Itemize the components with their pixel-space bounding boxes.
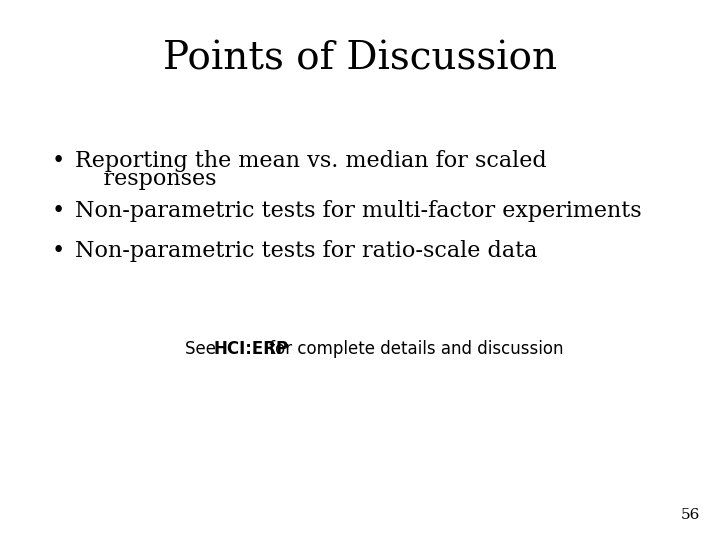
Text: See: See [185,340,221,358]
Text: Non-parametric tests for ratio-scale data: Non-parametric tests for ratio-scale dat… [75,240,537,262]
Text: Points of Discussion: Points of Discussion [163,40,557,77]
Text: •: • [51,150,65,172]
Text: 56: 56 [680,508,700,522]
Text: •: • [51,240,65,262]
Text: Reporting the mean vs. median for scaled: Reporting the mean vs. median for scaled [75,150,546,172]
Text: Non-parametric tests for multi-factor experiments: Non-parametric tests for multi-factor ex… [75,200,642,222]
Text: •: • [51,200,65,222]
Text: for complete details and discussion: for complete details and discussion [264,340,564,358]
Text: HCI:ERP: HCI:ERP [214,340,289,358]
Text: responses: responses [75,168,217,190]
